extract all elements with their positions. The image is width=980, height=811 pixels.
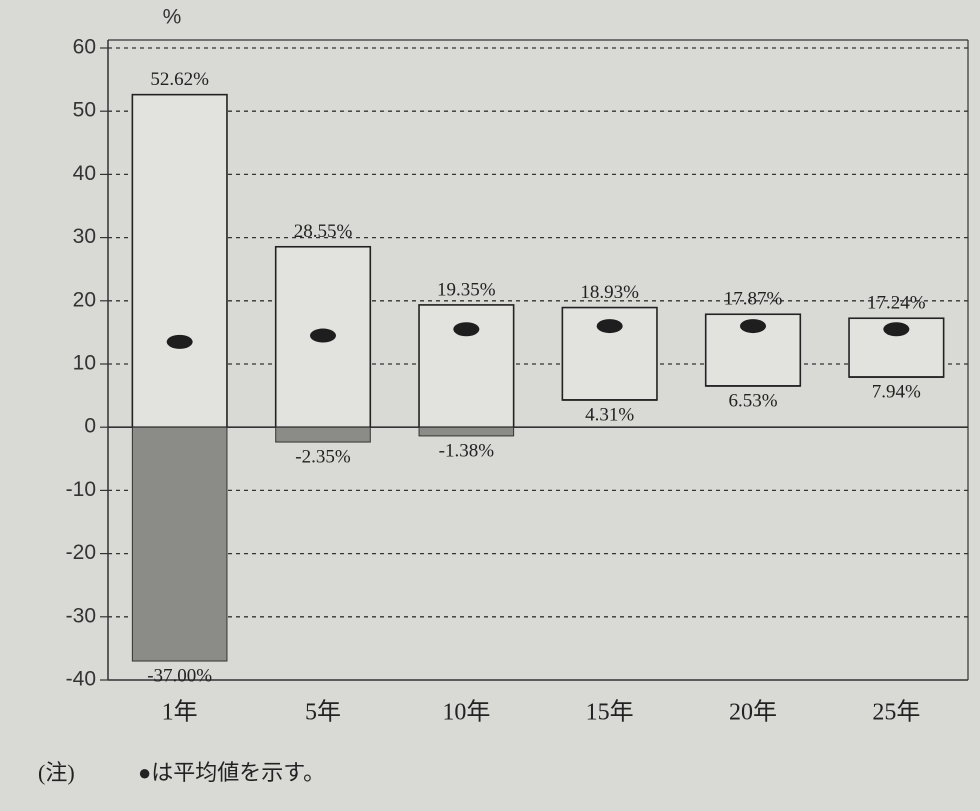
mean-dot: [883, 322, 910, 337]
y-axis-label: %: [163, 6, 182, 29]
y-tick-label: 60: [73, 36, 96, 59]
low-label: 6.53%: [728, 390, 777, 411]
y-tick-label: -30: [66, 604, 96, 627]
y-tick-label: 10: [73, 352, 96, 375]
high-label: 17.87%: [724, 289, 783, 310]
x-tick-label: 20年: [729, 699, 777, 726]
bar-negative: [275, 426, 371, 443]
mean-dot: [740, 319, 766, 334]
mean-dot: [453, 322, 480, 337]
mean-dot: [310, 328, 336, 343]
x-tick-label: 10年: [442, 699, 490, 726]
high-label: 19.35%: [437, 279, 496, 300]
high-label: 28.55%: [294, 221, 353, 242]
x-tick-label: 15年: [586, 699, 634, 726]
mean-dot: [596, 319, 623, 334]
high-label: 17.24%: [867, 293, 926, 314]
x-tick-label: 25年: [872, 699, 920, 726]
y-tick-label: -40: [66, 668, 96, 691]
mean-dot: [166, 334, 193, 349]
high-label: 52.62%: [150, 69, 209, 90]
y-tick-label: -20: [66, 541, 96, 564]
y-tick-label: 0: [84, 415, 96, 438]
y-tick-label: 40: [73, 162, 96, 185]
bar-negative: [131, 426, 228, 662]
note-label: (注): [38, 760, 75, 785]
low-label: 4.31%: [585, 404, 634, 425]
low-label: 7.94%: [872, 381, 921, 402]
y-tick-label: -10: [66, 478, 96, 501]
x-tick-label: 1年: [162, 699, 198, 726]
low-label: -37.00%: [147, 665, 212, 686]
y-tick-label: 50: [73, 99, 96, 122]
bar-negative: [418, 426, 515, 437]
high-label: 18.93%: [580, 282, 639, 303]
x-tick-label: 5年: [305, 699, 341, 726]
y-tick-label: 20: [73, 288, 96, 311]
note: ●は平均値を示す。: [138, 760, 325, 785]
low-label: -1.38%: [439, 440, 495, 461]
low-label: -2.35%: [295, 446, 351, 467]
bar-upper: [131, 93, 228, 429]
y-tick-label: 30: [73, 225, 96, 248]
